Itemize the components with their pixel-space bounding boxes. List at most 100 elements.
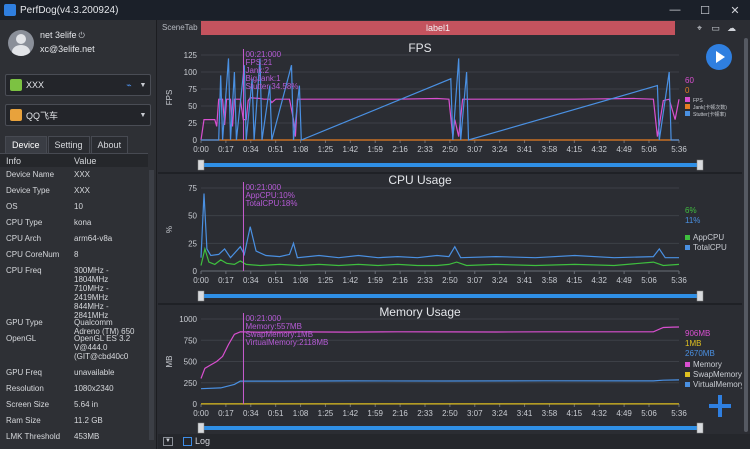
app-select[interactable]: QQ飞车 ▼ (5, 104, 151, 126)
tab-about[interactable]: About (90, 136, 129, 153)
minimize-button[interactable]: — (669, 4, 681, 16)
close-button[interactable]: ✕ (730, 4, 740, 17)
collapse-icon[interactable]: ▼ (163, 437, 173, 446)
timeline-handle-right[interactable] (696, 290, 704, 302)
y-tick-label: 0 (193, 267, 198, 276)
x-tick-label: 0:34 (243, 276, 259, 285)
info-value: OpenGL ES 3.2 V@444.0 (GIT@cbd40c0 (74, 334, 131, 361)
x-tick-label: 1:42 (343, 145, 359, 154)
x-tick-label: 0:00 (193, 276, 209, 285)
chevron-down-icon: ▼ (139, 81, 147, 89)
timeline-bar[interactable] (201, 294, 701, 298)
tab-setting[interactable]: Setting (47, 136, 90, 153)
cursor-readout: BigJank:1 (245, 74, 281, 83)
x-tick-label: 0:00 (193, 145, 209, 154)
cursor-readout: TotalCPU:18% (245, 199, 297, 208)
info-key: OpenGL (6, 334, 37, 343)
x-tick-label: 3:07 (467, 276, 483, 285)
avatar[interactable] (8, 30, 34, 56)
info-value: 1080x2340 (74, 384, 114, 393)
y-tick-label: 0 (193, 136, 198, 145)
x-tick-label: 3:58 (542, 145, 558, 154)
series-current-value: 6% (685, 206, 697, 215)
info-value: XXX (74, 186, 91, 195)
timeline-bar[interactable] (201, 426, 701, 430)
scene-bar: SceneTab label1 ⌖ ▭ ☁ (158, 20, 750, 36)
power-icon[interactable]: ⏻ (78, 31, 85, 40)
info-row: Device Type XXX (0, 183, 148, 199)
x-tick-label: 2:33 (417, 409, 433, 418)
info-row: GPU Freq unavailable (0, 365, 148, 381)
timeline-handle-right[interactable] (696, 422, 704, 434)
timeline-bar[interactable] (201, 163, 701, 167)
series-current-value: 906MB (685, 329, 710, 338)
x-tick-label: 3:41 (517, 276, 533, 285)
x-tick-label: 5:36 (671, 276, 687, 285)
cursor-time: 00:21:000 (245, 183, 281, 192)
info-key: CPU Type (6, 218, 43, 227)
charts-scrollbar[interactable] (742, 36, 750, 434)
y-tick-label: 125 (184, 51, 198, 60)
user-profile: net 3elife ⏻ xc@3elife.net (8, 28, 153, 68)
legend-entry: AppCPU (693, 233, 724, 242)
legend-swatch (685, 382, 690, 387)
timeline-handle-left[interactable] (197, 422, 205, 434)
location-icon[interactable]: ⌖ (696, 23, 703, 33)
folder-icon[interactable]: ▭ (711, 23, 720, 33)
info-value: XXX (74, 170, 91, 179)
x-tick-label: 3:24 (492, 409, 508, 418)
log-checkbox[interactable] (183, 437, 192, 446)
charts-scrollbar-thumb[interactable] (744, 38, 748, 432)
x-tick-label: 2:16 (392, 409, 408, 418)
x-tick-label: 1:42 (343, 276, 359, 285)
series-line (200, 97, 680, 141)
legend-swatch (685, 97, 690, 102)
maximize-button[interactable]: ☐ (700, 4, 710, 17)
scene-label-bar[interactable]: label1 (201, 21, 675, 35)
info-key: CPU Arch (6, 234, 42, 243)
cursor-readout: Jank:2 (245, 66, 269, 75)
y-tick-label: 0 (193, 400, 198, 409)
series-current-value: 2670MB (685, 349, 715, 358)
add-chart-button[interactable] (707, 393, 733, 419)
y-tick-label: 100 (184, 68, 198, 77)
wifi-icon[interactable]: ⌁ (126, 79, 132, 90)
legend-swatch (685, 104, 690, 109)
series-line (200, 246, 680, 267)
timeline-handle-right[interactable] (696, 159, 704, 171)
chart-title: Memory Usage (379, 305, 461, 319)
x-tick-label: 2:50 (442, 409, 458, 418)
legend-entry: TotalCPU (693, 243, 727, 252)
x-tick-label: 2:50 (442, 276, 458, 285)
info-row: OS 10 (0, 199, 148, 215)
charts-area: FPS FPS 0 25 50 75 100 125 0:00 0:17 0:34 0:51 1:08 1… (158, 36, 742, 434)
x-tick-label: 3:24 (492, 276, 508, 285)
x-tick-label: 0:51 (268, 409, 284, 418)
left-scrollbar[interactable] (149, 170, 154, 440)
start-test-button[interactable] (706, 44, 732, 70)
timeline-handle-left[interactable] (197, 290, 205, 302)
cloud-icon[interactable]: ☁ (727, 23, 736, 33)
legend-entry: Memory (693, 360, 722, 369)
info-key: CPU Freq (6, 266, 42, 275)
x-tick-label: 0:51 (268, 276, 284, 285)
x-tick-label: 3:24 (492, 145, 508, 154)
x-tick-label: 0:51 (268, 145, 284, 154)
x-tick-label: 1:59 (367, 145, 383, 154)
x-tick-label: 4:15 (567, 409, 583, 418)
x-tick-label: 1:25 (318, 145, 334, 154)
device-select[interactable]: XXX ⌁ ▼ (5, 74, 151, 96)
x-tick-label: 4:32 (591, 145, 607, 154)
info-row: Screen Size 5.64 in (0, 397, 148, 413)
timeline-handle-left[interactable] (197, 159, 205, 171)
info-key: GPU Type (6, 318, 43, 327)
info-value: 5.64 in (74, 400, 99, 409)
x-tick-label: 0:17 (218, 276, 234, 285)
x-tick-label: 3:41 (517, 409, 533, 418)
info-key: CPU CoreNum (6, 250, 60, 259)
tab-device[interactable]: Device (5, 136, 47, 153)
series-line (200, 379, 680, 390)
x-tick-label: 5:36 (671, 409, 687, 418)
left-tabs: Device Setting About (5, 136, 129, 153)
x-tick-label: 4:49 (616, 276, 632, 285)
